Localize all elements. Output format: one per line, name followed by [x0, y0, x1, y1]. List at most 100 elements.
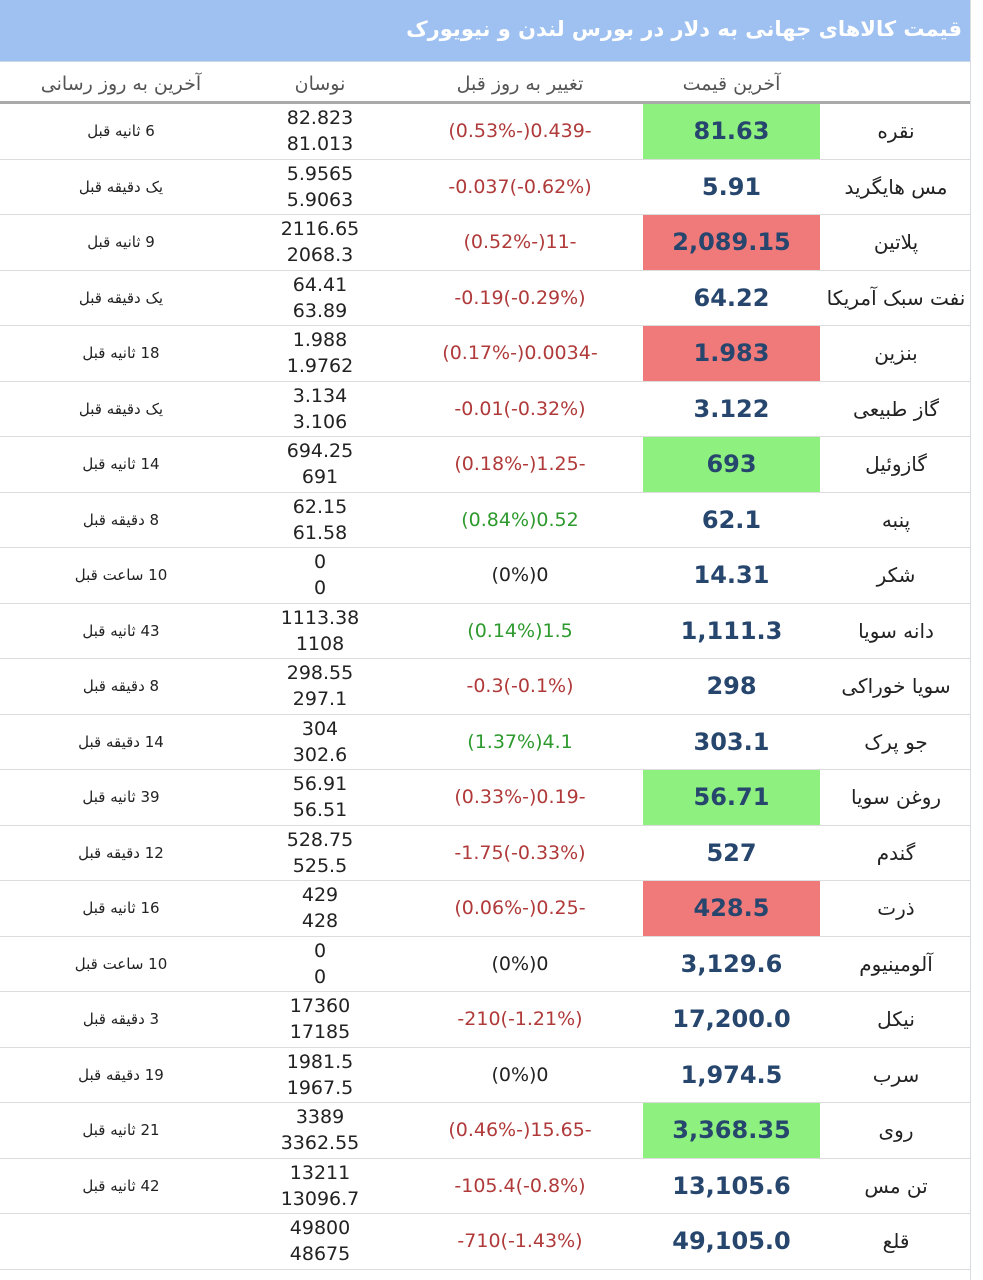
price-range: 17360 17185	[250, 992, 390, 1047]
commodity-name: شکر	[876, 563, 916, 588]
range-low: 691	[301, 466, 339, 489]
table-row[interactable]: آلومینیوم 3,129.6 (0%)0 0 0 10 ساعت قبل	[0, 937, 970, 992]
range-low: 302.6	[292, 743, 348, 766]
price-range: 429 428	[250, 881, 390, 936]
table-row[interactable]: تن مس 13,105.6 -105.4(-0.8%) 13211 13096…	[0, 1159, 970, 1214]
range-high: 62.15	[292, 495, 348, 518]
daily-change: (0.53%-)0.439-	[448, 120, 592, 143]
commodity-name: ذرت	[877, 896, 915, 921]
commodity-name: نفت سبک آمریکا	[826, 285, 966, 310]
commodity-name: پنبه	[881, 507, 911, 532]
range-high: 56.91	[292, 773, 348, 796]
last-price: 428.5	[643, 881, 820, 936]
range-high: 2116.65	[280, 218, 360, 241]
table-row[interactable]: روی 3,368.35 (0.46%-)15.65- 3389 3362.55…	[0, 1103, 970, 1159]
last-price: 81.63	[643, 104, 820, 159]
range-high: 304	[301, 717, 339, 740]
table-body: نقره 81.63 (0.53%-)0.439- 82.823 81.013 …	[0, 104, 970, 1270]
daily-change: -710(-1.43%)	[457, 1230, 583, 1253]
range-high: 0	[313, 939, 327, 962]
commodity-name: گاز طبیعی	[853, 396, 939, 421]
header-updated: آخرین به روز رسانی	[40, 73, 202, 95]
table-row[interactable]: بنزین 1.983 (0.17%-)0.0034- 1.988 1.9762…	[0, 326, 970, 382]
price-range: 13211 13096.7	[250, 1159, 390, 1214]
table-row[interactable]: گندم 527 -1.75(-0.33%) 528.75 525.5 12 د…	[0, 826, 970, 881]
table-row[interactable]: نفت سبک آمریکا 64.22 -0.19(-0.29%) 64.41…	[0, 271, 970, 326]
price-range: 1113.38 1108	[250, 604, 390, 659]
last-updated: یک دقیقه قبل	[78, 288, 164, 307]
last-price: 303.1	[693, 727, 770, 756]
daily-change: (0.33%-)0.19-	[454, 786, 586, 809]
last-updated: 18 ثانیه قبل	[82, 344, 160, 363]
range-high: 429	[301, 884, 339, 907]
daily-change: -210(-1.21%)	[457, 1008, 583, 1031]
range-low: 56.51	[292, 799, 348, 822]
last-price: 3,368.35	[643, 1103, 820, 1158]
table-row[interactable]: نیکل 17,200.0 -210(-1.21%) 17360 17185 3…	[0, 992, 970, 1048]
range-low: 297.1	[292, 688, 348, 711]
table-row[interactable]: جو پرک 303.1 (1.37%)4.1 304 302.6 14 دقی…	[0, 715, 970, 770]
range-low: 1.9762	[286, 355, 354, 378]
table-row[interactable]: سرب 1,974.5 (0%)0 1981.5 1967.5 19 دقیقه…	[0, 1048, 970, 1103]
daily-change: (0.14%)1.5	[467, 619, 573, 642]
range-high: 1.988	[292, 329, 348, 352]
commodity-name: نقره	[877, 119, 915, 144]
last-updated: یک دقیقه قبل	[78, 399, 164, 418]
table-border	[970, 0, 971, 1280]
table-row[interactable]: پنبه 62.1 (0.84%)0.52 62.15 61.58 8 دقیق…	[0, 493, 970, 548]
last-updated: 6 ثانیه قبل	[87, 122, 155, 141]
table-row[interactable]: پلاتین 2,089.15 (0.52%-)11- 2116.65 2068…	[0, 215, 970, 271]
table-row[interactable]: نقره 81.63 (0.53%-)0.439- 82.823 81.013 …	[0, 104, 970, 160]
commodity-name: قلع	[882, 1229, 910, 1254]
price-range: 304 302.6	[250, 715, 390, 770]
table-row[interactable]: سویا خوراکی 298 -0.3(-0.1%) 298.55 297.1…	[0, 659, 970, 715]
last-updated: 12 دقیقه قبل	[78, 843, 164, 862]
daily-change: (1.37%)4.1	[467, 730, 573, 753]
daily-change: (0.52%-)11-	[463, 231, 577, 254]
commodity-name: آلومینیوم	[859, 951, 933, 976]
last-price: 1,111.3	[680, 616, 783, 645]
table-row[interactable]: قلع 49,105.0 -710(-1.43%) 49800 48675	[0, 1214, 970, 1270]
price-range: 64.41 63.89	[250, 271, 390, 326]
last-price: 49,105.0	[672, 1227, 791, 1256]
last-updated: 3 دقیقه قبل	[82, 1010, 160, 1029]
commodity-name: بنزین	[874, 341, 918, 366]
price-range: 5.9565 5.9063	[250, 160, 390, 215]
daily-change: (0.06%-)0.25-	[454, 897, 586, 920]
table-row[interactable]: روغن سویا 56.71 (0.33%-)0.19- 56.91 56.5…	[0, 770, 970, 826]
last-updated: یک دقیقه قبل	[78, 177, 164, 196]
last-updated: 14 دقیقه قبل	[78, 732, 164, 751]
range-high: 17360	[289, 995, 351, 1018]
range-low: 17185	[289, 1021, 351, 1044]
last-price: 62.1	[701, 505, 762, 534]
table-row[interactable]: ذرت 428.5 (0.06%-)0.25- 429 428 16 ثانیه…	[0, 881, 970, 937]
range-high: 1113.38	[280, 606, 360, 629]
commodity-name: روغن سویا	[850, 785, 942, 810]
last-updated: 16 ثانیه قبل	[82, 899, 160, 918]
range-high: 3389	[295, 1106, 345, 1129]
range-high: 694.25	[286, 440, 354, 463]
price-range: 694.25 691	[250, 437, 390, 492]
last-price: 3.122	[693, 394, 770, 423]
range-low: 3.106	[292, 410, 348, 433]
last-updated: 8 دقیقه قبل	[82, 677, 160, 696]
table-row[interactable]: گازوئیل 693 (0.18%-)1.25- 694.25 691 14 …	[0, 437, 970, 493]
last-price: 527	[706, 838, 757, 867]
price-range: 0 0	[250, 548, 390, 603]
last-price: 13,105.6	[672, 1171, 791, 1200]
table-row[interactable]: گاز طبیعی 3.122 -0.01(-0.32%) 3.134 3.10…	[0, 382, 970, 437]
range-high: 3.134	[292, 384, 348, 407]
range-low: 525.5	[292, 854, 348, 877]
commodity-name: سویا خوراکی	[841, 674, 951, 699]
table-row[interactable]: مس هایگرید 5.91 -0.037(-0.62%) 5.9565 5.…	[0, 160, 970, 215]
last-price: 5.91	[701, 172, 762, 201]
range-high: 5.9565	[286, 162, 354, 185]
price-range: 2116.65 2068.3	[250, 215, 390, 270]
range-high: 82.823	[286, 107, 354, 130]
daily-change: (0%)0	[491, 952, 549, 975]
table-row[interactable]: دانه سویا 1,111.3 (0.14%)1.5 1113.38 110…	[0, 604, 970, 659]
range-low: 5.9063	[286, 188, 354, 211]
table-row[interactable]: شکر 14.31 (0%)0 0 0 10 ساعت قبل	[0, 548, 970, 604]
last-price: 14.31	[693, 561, 770, 590]
